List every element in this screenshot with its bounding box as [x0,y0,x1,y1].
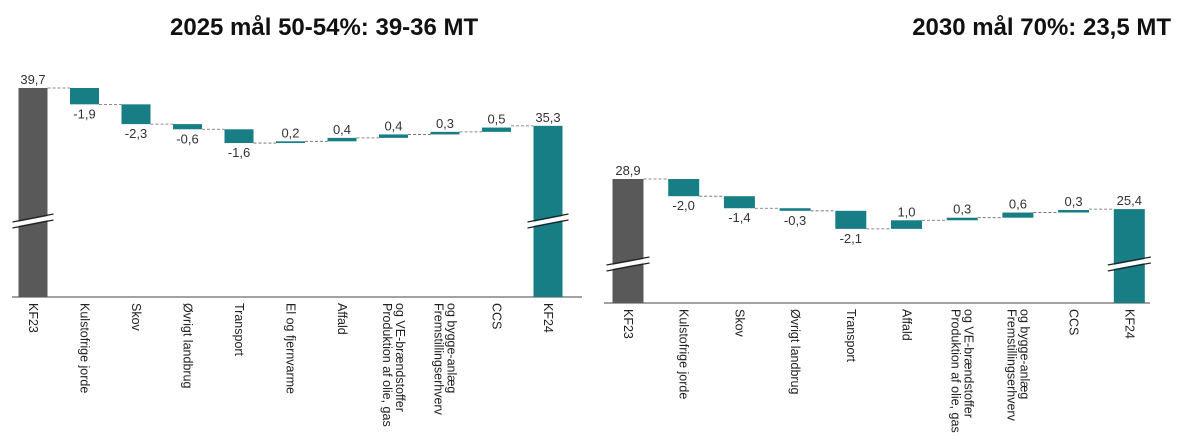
bar-ccs [1058,209,1090,213]
chart-title-2030: 2030 mål 70%: 23,5 MT [912,14,1171,41]
category-label: Øvrigt landbrug [181,303,195,389]
value-label: 39,7 [20,72,45,87]
value-label: -1,9 [73,106,95,121]
category-label: Skov [732,309,746,338]
value-label: -0,3 [784,213,806,228]
category-label: KF23 [621,309,635,339]
category-label: KF24 [1122,309,1136,339]
bar-kulstofrige-jorde [668,179,700,197]
value-label: 28,9 [615,163,640,178]
value-label: -2,0 [672,198,694,213]
value-label: 0,6 [1009,197,1027,212]
axis-break-mark [12,213,54,223]
value-label: 25,4 [1117,193,1142,208]
category-label: KF23 [26,303,40,333]
value-label: -1,6 [228,145,250,160]
category-label: Produktion af olie, gasog VE-brændstoffe… [949,309,976,433]
category-label: Fremstillingserhvervog bygge-anlæg [1004,309,1031,422]
category-label: Affald [335,303,349,335]
category-label: Affald [900,309,914,341]
value-label: 0,3 [436,116,454,131]
bar-kf24 [1113,209,1145,303]
category-label: Kulstofrige jorde [677,309,691,399]
category-label: CCS [1067,309,1081,335]
category-label: Transport [844,309,858,363]
bar-produktion-af-olie-gas-og-ve-br-ndstoffer [379,134,408,138]
bar--vrigt-landbrug [779,208,811,211]
category-label: Øvrigt landbrug [788,309,802,395]
value-label: 0,3 [1065,194,1083,209]
category-label: Kulstofrige jorde [78,303,92,393]
value-label: 1,0 [897,204,915,219]
axis-break-mark [606,256,650,266]
bar-skov [121,104,151,125]
axis-break-gap [12,215,54,227]
bar-kf24 [533,125,563,297]
value-label: -0,6 [176,131,198,146]
value-label: 35,3 [535,110,560,125]
axis-break-gap [606,258,650,270]
chart-title-2025: 2025 mål 50-54%: 39-36 MT [170,14,479,41]
bar-affald [891,220,922,229]
category-label: Transport [232,303,246,357]
bar-el-og-fjernvarme [276,141,305,144]
value-label: 0,2 [281,125,299,140]
axis-break-mark [527,219,569,229]
value-label: 0,3 [953,202,971,217]
category-label: Skov [129,303,143,332]
axis-break-mark [1107,256,1151,266]
category-label: CCS [490,303,504,329]
axis-break-mark [1107,262,1151,272]
bar-skov [723,196,755,209]
axis-break-gap [1107,258,1152,270]
bar-ccs [482,127,511,132]
value-label: -1,4 [728,210,750,225]
category-label: Fremstillingserhvervog bygge-anlæg [432,303,459,416]
bar--vrigt-landbrug [173,124,202,130]
category-label: KF24 [541,303,555,333]
bar-fremstillingserhverv-og-bygge-anl-g [430,131,460,135]
axis-break-gap [527,215,569,227]
bar-transport [835,210,867,229]
value-label: 0,4 [333,122,351,137]
bar-kulstofrige-jorde [70,88,99,105]
axis-break-mark [606,262,650,272]
bar-produktion-af-olie-gas-og-ve-br-ndstoffer [946,217,978,221]
category-label: Produktion af olie, gasog VE-brændstoffe… [380,303,407,427]
category-label: El og fjernvarme [284,303,298,394]
value-label: -2,3 [125,126,147,141]
value-label: 0,5 [487,112,505,127]
value-label: 0,4 [384,118,402,133]
bar-affald [327,137,357,142]
bar-transport [224,129,254,144]
axis-break-mark [12,219,54,229]
bar-fremstillingserhverv-og-bygge-anl-g [1002,212,1034,218]
value-label: -2,1 [840,231,862,246]
bar-kf23 [612,179,644,303]
bar-kf23 [18,88,48,297]
axis-break-mark [527,213,569,223]
